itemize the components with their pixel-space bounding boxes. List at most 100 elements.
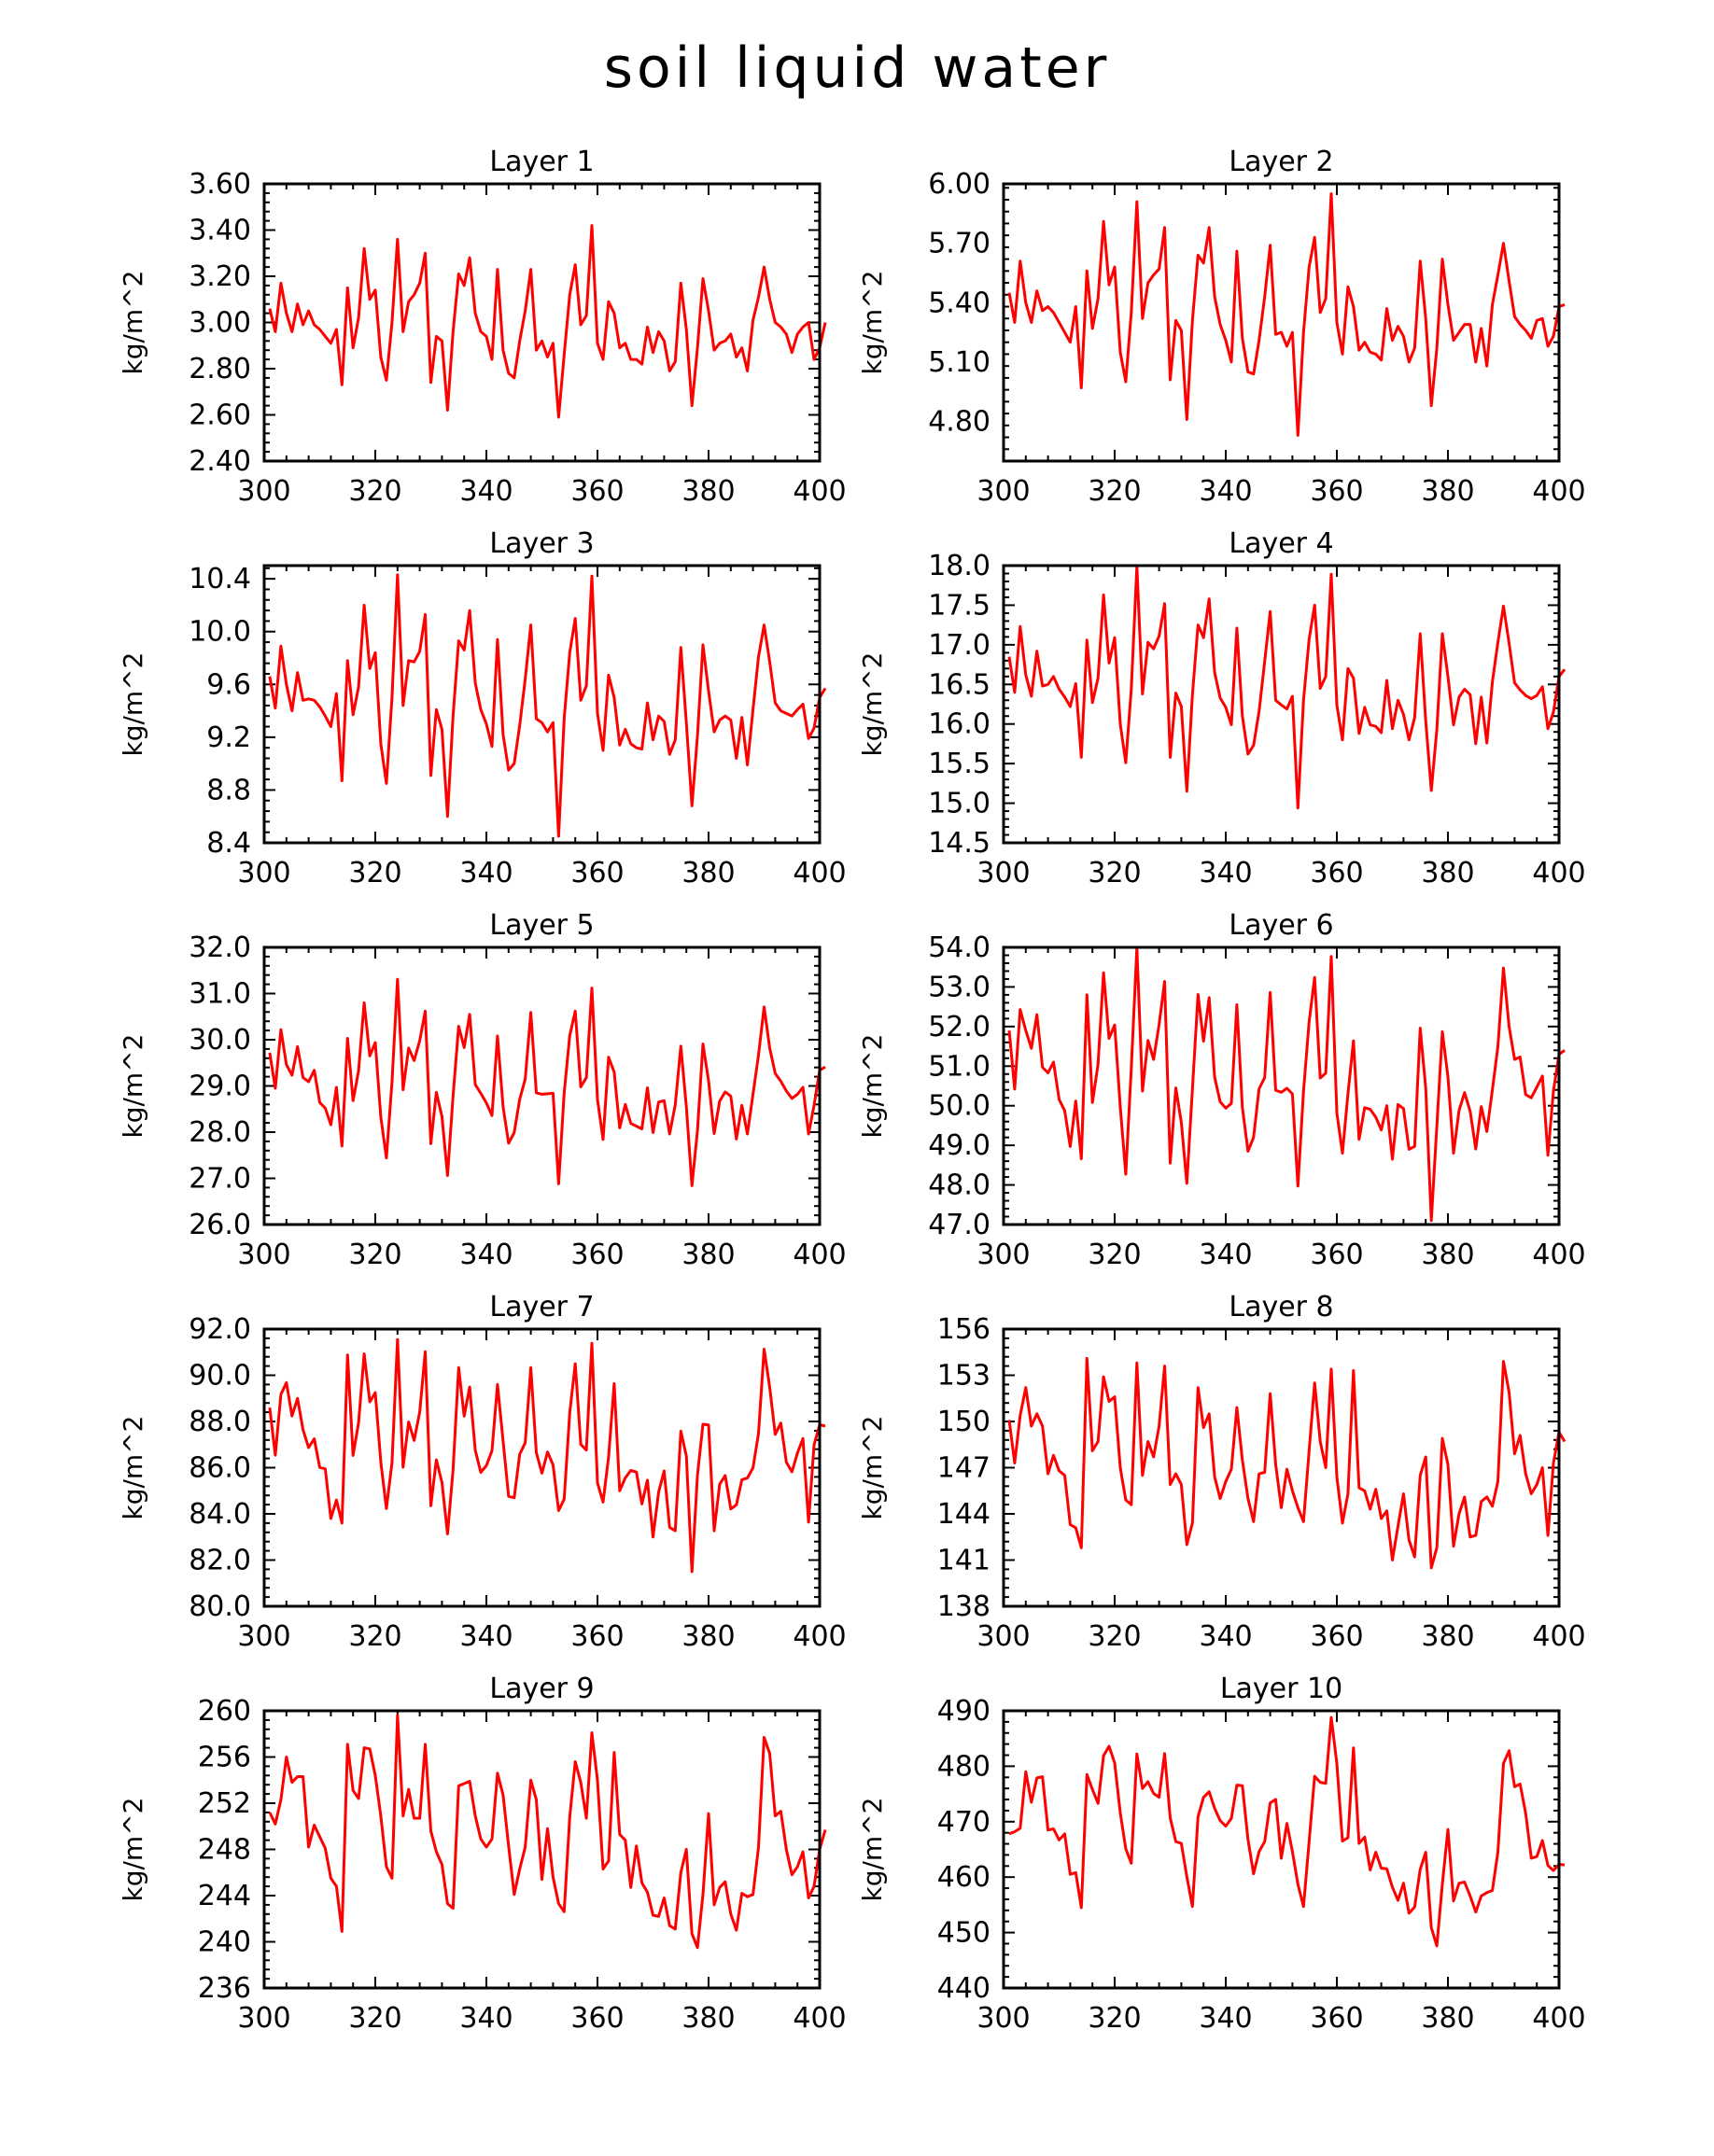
layer-6-ytick-label: 49.0 [928, 1129, 990, 1162]
layer-7-panel: Layer 7 kg/m^2 300 320 340 360 380 400 80.0 82.0 8… [118, 1291, 847, 1653]
layer-8-ytick-label: 156 [937, 1313, 990, 1346]
layer-9-ytick-label: 260 [198, 1695, 251, 1728]
layer-7-xtick-label: 320 [348, 1620, 401, 1653]
layer-1-xtick-label: 300 [237, 475, 290, 508]
layer-9-ytick-label: 236 [198, 1972, 251, 2005]
layer-10-xtick-label: 400 [1532, 2002, 1585, 2035]
layer-3-ytick-label: 8.8 [206, 774, 251, 806]
layer-5-ytick-label: 27.0 [189, 1163, 251, 1196]
layer-5-ytick-label: 29.0 [189, 1071, 251, 1103]
layer-8-ylabel: kg/m^2 [857, 1416, 888, 1520]
layer-3-ytick-label: 10.0 [189, 616, 251, 649]
layer-10-title: Layer 10 [1220, 1673, 1342, 1705]
layer-6-ytick-label: 54.0 [928, 931, 990, 964]
layer-7-xtick-label: 380 [681, 1620, 735, 1653]
layer-6-ytick-label: 53.0 [928, 971, 990, 1003]
layer-9-frame [262, 1709, 822, 1990]
layer-2-title: Layer 2 [1229, 146, 1333, 178]
layer-6-ytick-label: 48.0 [928, 1169, 990, 1202]
layer-10-ytick-label: 470 [937, 1806, 990, 1839]
layer-6-xtick-label: 380 [1421, 1239, 1474, 1271]
layer-1-panel: Layer 1 kg/m^2 300 320 340 360 380 400 2.40 2.60 2… [118, 146, 847, 508]
layer-2-xtick-label: 320 [1088, 475, 1141, 508]
layer-8-ytick-label: 147 [937, 1452, 990, 1485]
layer-5-title: Layer 5 [489, 909, 594, 942]
layer-10-ytick-label: 490 [937, 1695, 990, 1728]
layer-5-series-line [268, 977, 826, 1187]
layer-4-xtick-label: 380 [1421, 857, 1474, 889]
layer-3-series-line [268, 573, 827, 838]
layer-3-xtick-label: 360 [570, 857, 624, 889]
layer-4-xtick-label: 300 [976, 857, 1030, 889]
layer-6-series-line [1007, 945, 1566, 1223]
layer-2-xtick-label: 360 [1310, 475, 1363, 508]
layer-2-ylabel: kg/m^2 [857, 271, 888, 375]
layer-4-ytick-label: 16.5 [928, 668, 990, 701]
layer-9-xtick-label: 320 [348, 2002, 401, 2035]
layer-9-ytick-label: 256 [198, 1742, 251, 1774]
layer-4-panel: Layer 4 kg/m^2 300 320 340 360 380 400 14.5 15.0 1… [857, 527, 1586, 889]
layer-2-ytick-label: 5.10 [928, 346, 990, 379]
layer-1-frame [262, 182, 822, 463]
layer-6-ylabel: kg/m^2 [857, 1034, 888, 1139]
layer-10-ytick-label: 480 [937, 1750, 990, 1783]
layer-4-ytick-label: 17.0 [928, 629, 990, 662]
layer-8-xtick-label: 400 [1532, 1620, 1585, 1653]
layer-7-ytick-label: 90.0 [189, 1360, 251, 1393]
layer-4-title: Layer 4 [1229, 527, 1333, 560]
layer-10-ytick-label: 440 [937, 1972, 990, 2005]
layer-3-ytick-label: 9.6 [206, 668, 251, 701]
layer-5-xtick-label: 340 [459, 1239, 513, 1271]
layer-7-title: Layer 7 [489, 1291, 594, 1323]
layer-9-series-line [268, 1714, 827, 1950]
layer-5-xtick-label: 400 [793, 1239, 846, 1271]
layer-4-xtick-label: 360 [1310, 857, 1363, 889]
layer-2-panel: Layer 2 kg/m^2 300 320 340 360 380 400 4.80 5.10 5… [857, 146, 1586, 508]
layer-4-xtick-label: 340 [1199, 857, 1252, 889]
layer-1-ytick-label: 3.20 [189, 260, 251, 293]
layer-3-ytick-label: 10.4 [189, 563, 251, 595]
layer-6-title: Layer 6 [1229, 909, 1333, 942]
layer-8-panel: Layer 8 kg/m^2 300 320 340 360 380 400 138 141 144… [857, 1291, 1586, 1653]
layer-1-xtick-label: 380 [681, 475, 735, 508]
layer-9-title: Layer 9 [489, 1673, 594, 1705]
layer-5-ytick-label: 26.0 [189, 1209, 251, 1241]
layer-4-ytick-label: 15.5 [928, 748, 990, 780]
layer-4-ytick-label: 14.5 [928, 827, 990, 860]
layer-8-ytick-label: 141 [937, 1545, 990, 1577]
layer-4-xtick-label: 400 [1532, 857, 1585, 889]
layer-1-ytick-label: 3.40 [189, 215, 251, 247]
layer-4-frame [1002, 564, 1561, 845]
layer-10-ytick-label: 450 [937, 1917, 990, 1950]
layer-7-xtick-label: 340 [459, 1620, 513, 1653]
layer-7-ytick-label: 84.0 [189, 1498, 251, 1531]
layer-6-ytick-label: 51.0 [928, 1050, 990, 1083]
layer-1-ytick-label: 2.40 [189, 445, 251, 478]
layer-8-xtick-label: 380 [1421, 1620, 1474, 1653]
layer-8-ytick-label: 144 [937, 1498, 990, 1531]
layer-3-xtick-label: 340 [459, 857, 513, 889]
layer-9-xtick-label: 360 [570, 2002, 624, 2035]
layer-4-ytick-label: 16.0 [928, 708, 990, 741]
layer-10-frame [1002, 1709, 1561, 1990]
layer-8-xtick-label: 300 [976, 1620, 1030, 1653]
layer-3-xtick-label: 400 [793, 857, 846, 889]
layer-1-ytick-label: 3.00 [189, 307, 251, 340]
layer-5-frame [262, 945, 822, 1226]
layer-2-ytick-label: 5.40 [928, 287, 990, 319]
layer-2-xtick-label: 380 [1421, 475, 1474, 508]
layer-10-xtick-label: 300 [976, 2002, 1030, 2035]
layer-1-xtick-label: 360 [570, 475, 624, 508]
layer-5-xtick-label: 320 [348, 1239, 401, 1271]
layer-9-xtick-label: 380 [681, 2002, 735, 2035]
layer-2-series-line [1007, 192, 1566, 437]
layer-7-ylabel: kg/m^2 [118, 1416, 148, 1520]
layer-4-ytick-label: 15.0 [928, 788, 990, 820]
layer-2-ytick-label: 6.00 [928, 168, 990, 201]
layer-8-ytick-label: 153 [937, 1360, 990, 1393]
layer-10-ytick-label: 460 [937, 1861, 990, 1894]
layer-9-ytick-label: 248 [198, 1834, 251, 1867]
layer-2-xtick-label: 300 [976, 475, 1030, 508]
layer-1-xtick-label: 340 [459, 475, 513, 508]
